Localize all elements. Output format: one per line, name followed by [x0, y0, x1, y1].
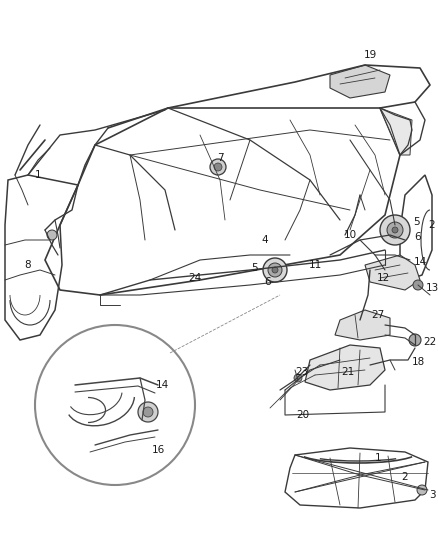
Circle shape	[143, 407, 153, 417]
Circle shape	[294, 374, 302, 382]
Text: 16: 16	[152, 445, 165, 455]
Text: 1: 1	[374, 453, 381, 463]
Text: 1: 1	[35, 170, 41, 180]
Text: 19: 19	[364, 50, 377, 60]
Text: 5: 5	[252, 263, 258, 273]
Text: 13: 13	[425, 283, 438, 293]
Polygon shape	[330, 65, 390, 98]
Text: 5: 5	[413, 217, 419, 227]
Circle shape	[392, 227, 398, 233]
Polygon shape	[305, 345, 385, 390]
Text: 18: 18	[411, 357, 424, 367]
Text: 24: 24	[188, 273, 201, 283]
Text: 10: 10	[343, 230, 357, 240]
Polygon shape	[380, 108, 412, 155]
Circle shape	[409, 334, 421, 346]
Polygon shape	[365, 255, 420, 290]
Text: 2: 2	[429, 220, 435, 230]
Text: 14: 14	[413, 257, 427, 267]
Circle shape	[47, 230, 57, 240]
Polygon shape	[335, 310, 390, 340]
Text: 8: 8	[25, 260, 31, 270]
Text: 3: 3	[429, 490, 435, 500]
Text: 22: 22	[424, 337, 437, 347]
Text: 20: 20	[297, 410, 310, 420]
Circle shape	[263, 258, 287, 282]
Text: 4: 4	[261, 235, 268, 245]
Text: 6: 6	[265, 277, 271, 287]
Circle shape	[413, 280, 423, 290]
Text: 6: 6	[415, 232, 421, 242]
Circle shape	[380, 215, 410, 245]
Circle shape	[272, 267, 278, 273]
Circle shape	[210, 159, 226, 175]
Circle shape	[138, 402, 158, 422]
Text: 23: 23	[295, 367, 309, 377]
Circle shape	[268, 263, 282, 277]
Text: 27: 27	[371, 310, 385, 320]
Text: 21: 21	[341, 367, 355, 377]
Text: 12: 12	[376, 273, 390, 283]
Text: 14: 14	[155, 380, 169, 390]
Circle shape	[214, 163, 222, 171]
Text: 2: 2	[402, 472, 408, 482]
Text: 11: 11	[308, 260, 321, 270]
Text: 7: 7	[217, 153, 223, 163]
Circle shape	[417, 485, 427, 495]
Circle shape	[387, 222, 403, 238]
